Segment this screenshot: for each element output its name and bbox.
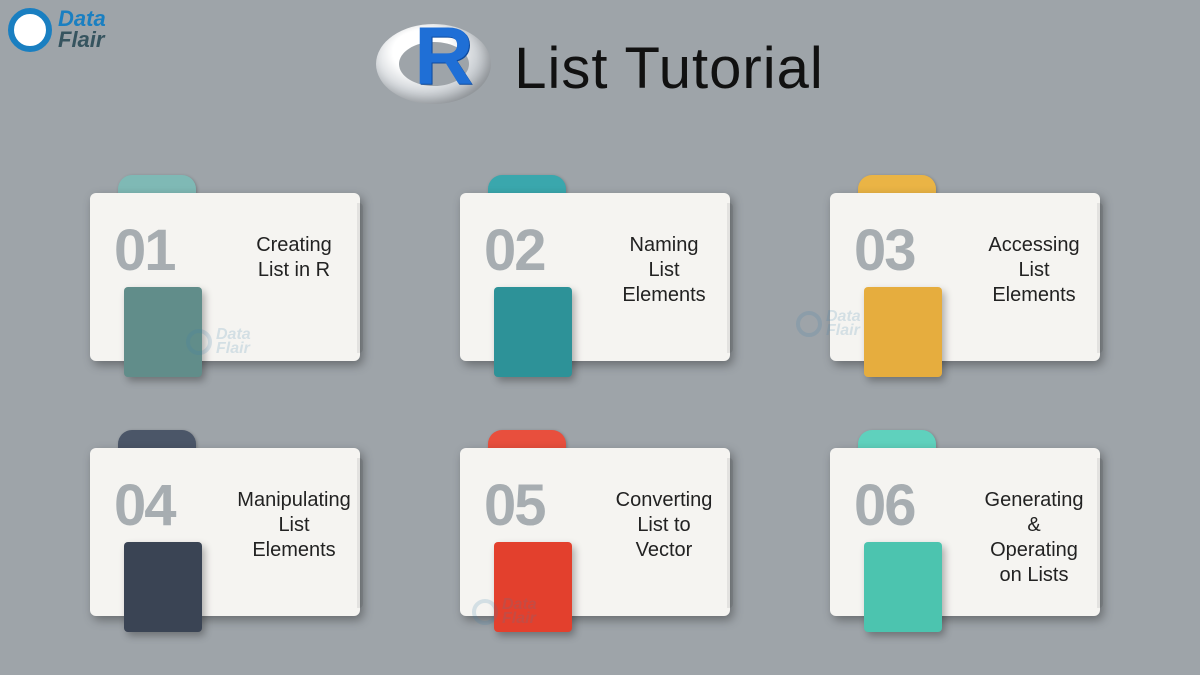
card-label: CreatingList in R [230, 233, 358, 283]
r-letter-icon: R [414, 10, 473, 104]
card-number: 06 [854, 472, 915, 539]
card-block-icon [494, 542, 572, 632]
card-number: 03 [854, 217, 915, 284]
title-area: R List Tutorial [0, 18, 1200, 118]
r-logo-icon: R [376, 18, 496, 118]
card-label: ManipulatingListElements [230, 488, 358, 563]
card-block-icon [124, 542, 202, 632]
card-label: Generating&Operatingon Lists [970, 488, 1098, 588]
info-card-03: 03 AccessingListElements [830, 175, 1110, 375]
card-number: 04 [114, 472, 175, 539]
card-number: 05 [484, 472, 545, 539]
card-label: NamingListElements [600, 233, 728, 308]
info-card-06: 06 Generating&Operatingon Lists [830, 430, 1110, 630]
card-label: AccessingListElements [970, 233, 1098, 308]
card-label: ConvertingList toVector [600, 488, 728, 563]
cards-grid: 01CreatingList in R02NamingListElements0… [0, 175, 1200, 640]
card-block-icon [494, 287, 572, 377]
card-block-icon [124, 287, 202, 377]
page-title: List Tutorial [514, 35, 824, 102]
card-number: 01 [114, 217, 175, 284]
info-card-04: 04 ManipulatingListElements [90, 430, 370, 630]
card-block-icon [864, 287, 942, 377]
info-card-01: 01 CreatingList in R [90, 175, 370, 375]
info-card-02: 02 NamingListElements [460, 175, 740, 375]
card-number: 02 [484, 217, 545, 284]
card-block-icon [864, 542, 942, 632]
info-card-05: 05 ConvertingList toVector [460, 430, 740, 630]
